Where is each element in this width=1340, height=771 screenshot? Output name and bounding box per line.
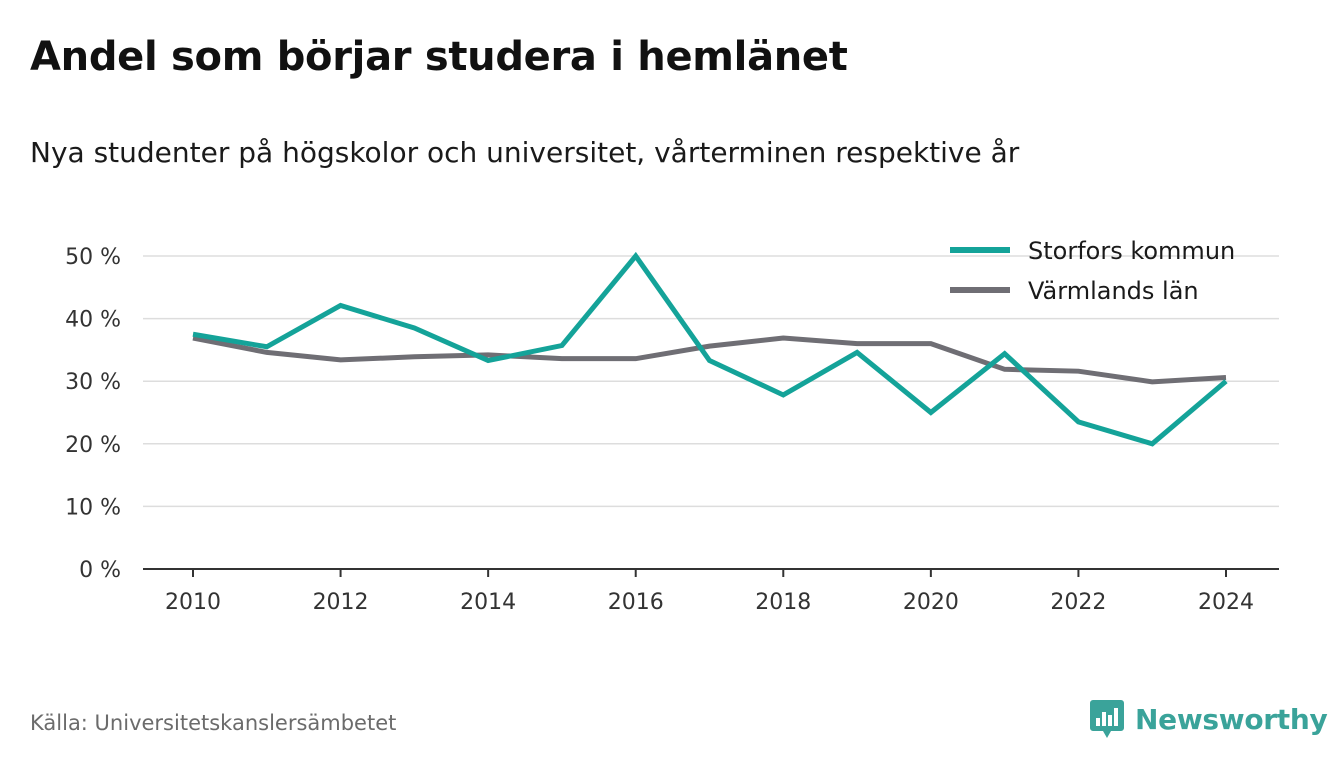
series-line-varmlands-lan [192, 335, 1227, 385]
line-chart: 0 % 10 % 20 % 30 % 40 % 50 % 2010 2012 2014 2016… [65, 237, 1279, 615]
newsworthy-logo-icon [1090, 700, 1124, 738]
series-line-storfors-kommun [192, 251, 1228, 447]
x-tick-label: 2012 [313, 590, 369, 615]
brand-name: Newsworthy [1135, 702, 1328, 736]
x-tick-label: 2016 [608, 590, 664, 615]
brand-logo[interactable]: Newsworthy [1089, 698, 1328, 740]
chart-subtitle: Nya studenter på högskolor och universit… [30, 136, 1020, 169]
legend-label: Värmlands län [1028, 277, 1199, 305]
chart-title: Andel som börjar studera i hemlänet [30, 34, 848, 80]
y-tick-label: 10 % [65, 495, 121, 520]
y-tick-label: 40 % [65, 308, 121, 333]
y-tick-label: 20 % [65, 433, 121, 458]
y-tick-label: 30 % [65, 370, 121, 395]
x-tick-label: 2022 [1050, 590, 1106, 615]
grid-lines [143, 255, 1279, 508]
x-tick-label: 2018 [755, 590, 811, 615]
y-tick-label: 50 % [65, 245, 121, 270]
legend: Storfors kommun Värmlands län [950, 237, 1235, 305]
y-tick-label: 0 % [79, 558, 121, 583]
source-note: Källa: Universitetskanslersämbetet [30, 711, 397, 735]
x-tick-label: 2014 [460, 590, 516, 615]
x-tick-label: 2024 [1198, 590, 1254, 615]
x-tick-label: 2010 [165, 590, 221, 615]
y-axis-labels: 0 % 10 % 20 % 30 % 40 % 50 % [65, 245, 121, 583]
legend-label: Storfors kommun [1028, 237, 1235, 265]
x-tick-label: 2020 [903, 590, 959, 615]
series-lines [192, 251, 1228, 447]
x-axis: 2010 2012 2014 2016 2018 2020 2022 2024 [143, 568, 1279, 615]
